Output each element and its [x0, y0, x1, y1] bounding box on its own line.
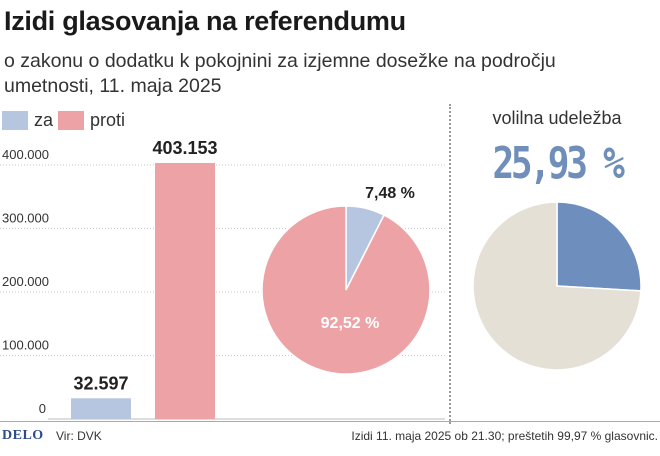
legend-swatch-proti: [58, 110, 84, 130]
footer-divider: [0, 421, 660, 422]
vote-pie-chart: 7,48 % 92,52 %: [261, 185, 431, 375]
section-divider: [449, 104, 451, 424]
bar-proti: [155, 162, 215, 419]
results-note: Izidi 11. maja 2025 ob 21.30; preštetih …: [351, 429, 658, 443]
legend-label-proti: proti: [90, 109, 126, 130]
pie-label-za: 7,48 %: [365, 185, 415, 202]
chart-subtitle: o zakonu o dodatku k pokojnini za izjemn…: [4, 50, 556, 97]
y-tick-label-4: 400.000: [2, 147, 49, 162]
source-note: Vir: DVK: [56, 429, 102, 443]
bar-value-label-za: 32.597: [73, 373, 128, 393]
turnout-pie-chart: [472, 201, 642, 371]
y-tick-label-1: 100.000: [2, 338, 49, 353]
y-tick-label-0: 0: [39, 401, 46, 416]
turnout-slice-not-voted: [472, 201, 642, 371]
turnout-title: volilna udeležba: [492, 108, 622, 128]
bar-value-label-proti: 403.153: [152, 138, 217, 158]
y-tick-label-2: 200.000: [2, 274, 49, 289]
legend-item-za: za: [2, 108, 53, 132]
pie-label-proti: 92,52 %: [321, 315, 380, 332]
chart-title: Izidi glasovanja na referendumu: [4, 6, 406, 36]
delo-logo: DELO: [2, 428, 44, 443]
legend-swatch-za: [2, 110, 28, 130]
turnout-value-label: 25,93 %: [492, 138, 624, 189]
turnout-slice-voted: [556, 201, 642, 292]
y-tick-label-3: 300.000: [2, 211, 49, 226]
legend-item-proti: proti: [58, 108, 125, 132]
legend-label-za: za: [34, 109, 54, 130]
bar-chart: 0 100.000 200.000 300.000 400.000 32.597 403.1…: [0, 138, 445, 420]
bar-za: [71, 398, 131, 419]
pie-slice-proti: [261, 205, 431, 375]
